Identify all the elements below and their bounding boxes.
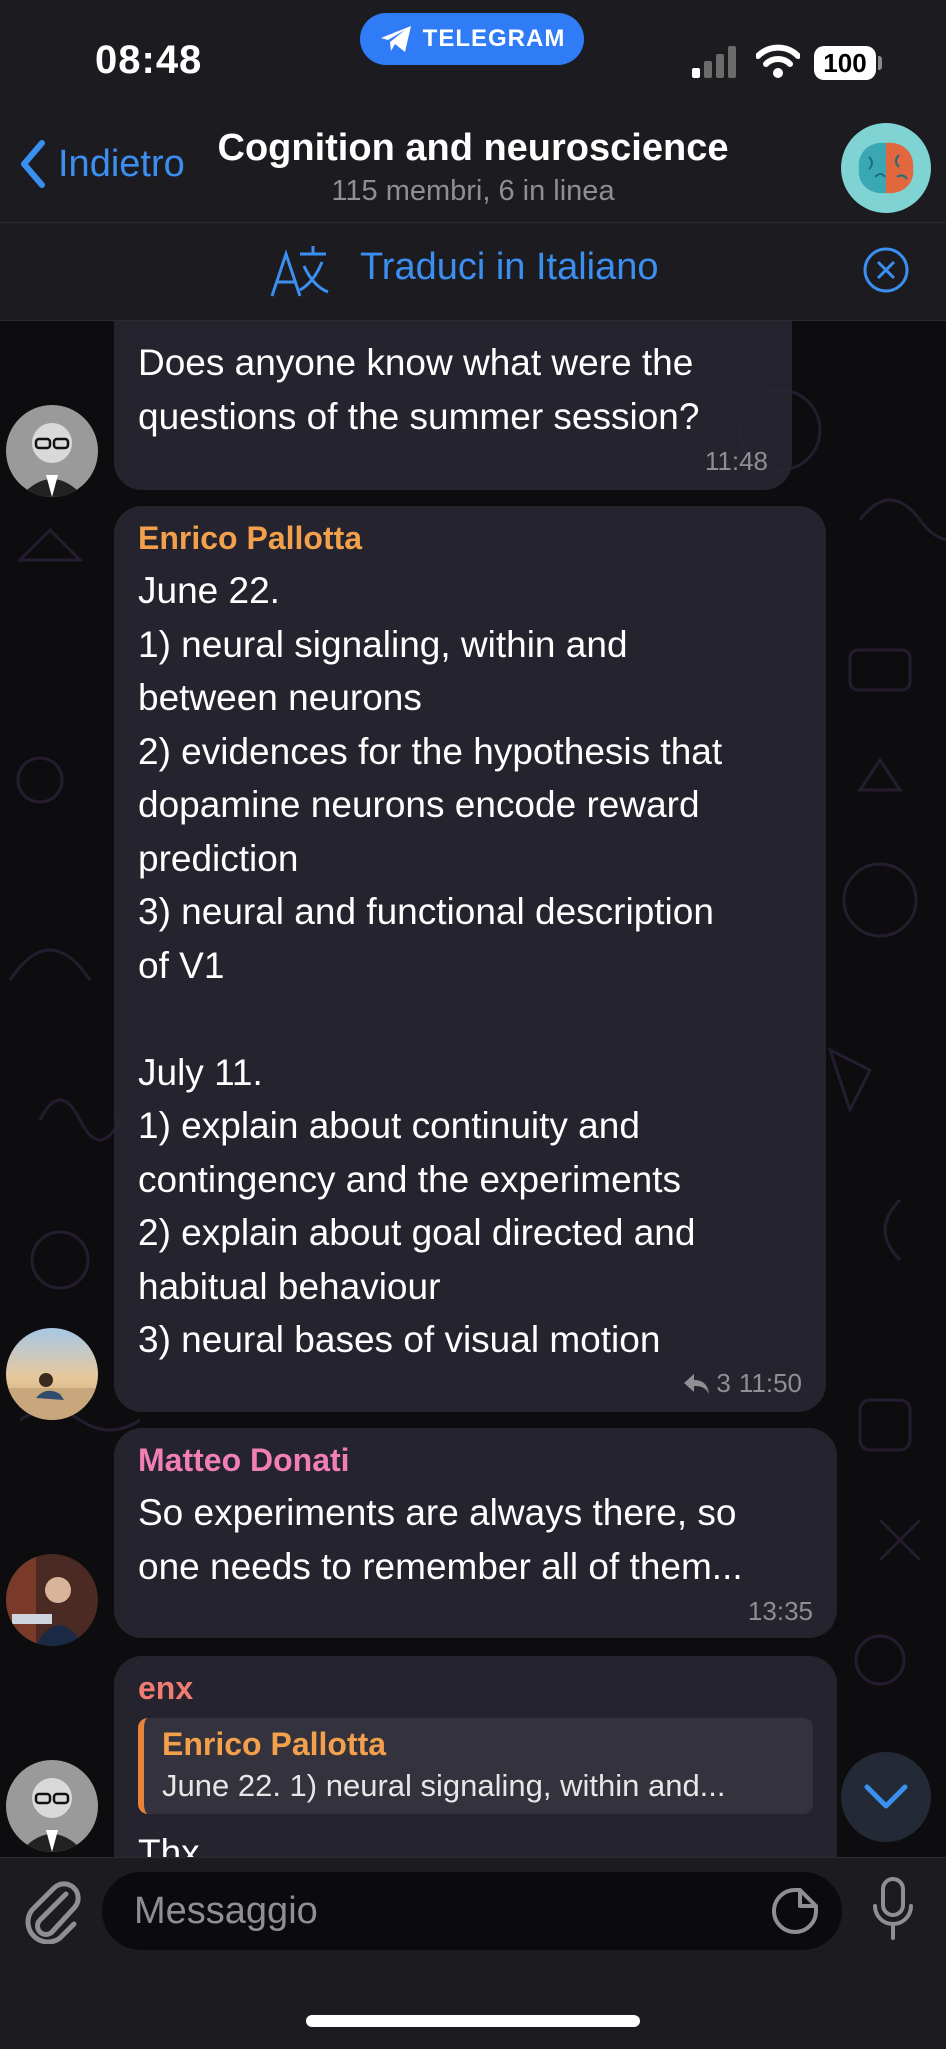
translate-button[interactable]: Traduci in Italiano xyxy=(360,246,659,289)
message-line: contingency and the experiments xyxy=(138,1153,802,1207)
reply-arrow-icon[interactable] xyxy=(682,1372,710,1396)
message-input-placeholder: Messaggio xyxy=(134,1890,318,1933)
message-line: 3) neural bases of visual motion xyxy=(138,1313,802,1367)
status-time: 08:48 xyxy=(95,38,202,83)
message-time: 13:35 xyxy=(748,1596,813,1627)
chat-subtitle: 115 membri, 6 in linea xyxy=(0,175,946,208)
message-line: 1) explain about continuity and xyxy=(138,1099,802,1153)
avatar-image xyxy=(6,1554,98,1646)
status-bar: 08:48 TELEGRAM 100 xyxy=(0,0,946,115)
telegram-pill-label: TELEGRAM xyxy=(423,25,566,53)
message-input[interactable]: Messaggio xyxy=(102,1872,842,1950)
chevron-down-icon xyxy=(863,1783,909,1811)
message-meta: 3 11:50 xyxy=(682,1368,802,1399)
reply-quote-text: June 22. 1) neural signaling, within and… xyxy=(162,1768,726,1804)
telegram-plane-icon xyxy=(379,24,413,54)
chat-title[interactable]: Cognition and neuroscience xyxy=(0,127,946,170)
message-line: July 11. xyxy=(138,1046,802,1100)
message-meta: 11:48 xyxy=(705,446,768,477)
message-line: dopamine neurons encode reward xyxy=(138,778,802,832)
avatar-enx[interactable] xyxy=(6,405,98,497)
reply-count[interactable]: 3 xyxy=(716,1368,730,1399)
message-meta: 13:35 xyxy=(748,1596,813,1627)
message-line: So experiments are always there, so xyxy=(138,1486,813,1540)
cellular-signal-icon xyxy=(692,46,736,78)
message-line: Does anyone know what were the xyxy=(138,336,768,390)
message-line: questions of the summer session? xyxy=(138,390,768,444)
close-icon[interactable] xyxy=(862,246,910,294)
message-input-bar: Messaggio xyxy=(0,1857,946,2049)
message-line: one needs to remember all of them... xyxy=(138,1540,813,1594)
message-line: June 22. xyxy=(138,564,802,618)
message-bubble[interactable]: Matteo Donati So experiments are always … xyxy=(114,1428,837,1638)
message-line: of V1 xyxy=(138,939,802,993)
message-time: 11:50 xyxy=(739,1368,802,1399)
avatar-matteo-donati[interactable] xyxy=(6,1554,98,1646)
chat-header: Indietro Cognition and neuroscience 115 … xyxy=(0,115,946,222)
message-text: Does anyone know what were the questions… xyxy=(138,336,768,443)
message-line: 2) evidences for the hypothesis that xyxy=(138,725,802,779)
wifi-icon xyxy=(756,44,800,78)
message-line: between neurons xyxy=(138,671,802,725)
message-line: habitual behaviour xyxy=(138,1260,802,1314)
microphone-icon[interactable] xyxy=(870,1876,916,1942)
group-avatar[interactable] xyxy=(841,123,931,213)
home-indicator xyxy=(306,2015,640,2027)
avatar-enx[interactable] xyxy=(6,1760,98,1852)
message-sender[interactable]: Matteo Donati xyxy=(138,1442,350,1479)
message-sender[interactable]: Enrico Pallotta xyxy=(138,520,362,557)
message-line: 2) explain about goal directed and xyxy=(138,1206,802,1260)
battery-nub xyxy=(878,56,882,70)
battery-indicator: 100 xyxy=(814,46,876,80)
avatar-enrico-pallotta[interactable] xyxy=(6,1328,98,1420)
avatar-image xyxy=(6,1760,98,1852)
message-bubble[interactable]: Enrico Pallotta June 22. 1) neural signa… xyxy=(114,506,826,1412)
reply-quote[interactable]: Enrico Pallotta June 22. 1) neural signa… xyxy=(138,1718,813,1814)
message-time: 11:48 xyxy=(705,446,768,477)
telegram-pill[interactable]: TELEGRAM xyxy=(360,13,584,65)
message-sender[interactable]: enx xyxy=(138,1670,193,1707)
avatar-image xyxy=(6,405,98,497)
scroll-down-button[interactable] xyxy=(841,1752,931,1842)
message-text: So experiments are always there, so one … xyxy=(138,1486,813,1593)
paperclip-icon[interactable] xyxy=(22,1878,84,1944)
translate-icon xyxy=(268,240,330,300)
message-line: 1) neural signaling, within and xyxy=(138,618,802,672)
brain-icon xyxy=(841,123,931,213)
avatar-image xyxy=(6,1328,98,1420)
message-line: 3) neural and functional description xyxy=(138,885,802,939)
sticker-icon[interactable] xyxy=(770,1886,820,1936)
message-line: prediction xyxy=(138,832,802,886)
message-line-blank xyxy=(138,992,802,1046)
reply-quote-sender: Enrico Pallotta xyxy=(162,1726,386,1763)
message-text: June 22. 1) neural signaling, within and… xyxy=(138,564,802,1367)
